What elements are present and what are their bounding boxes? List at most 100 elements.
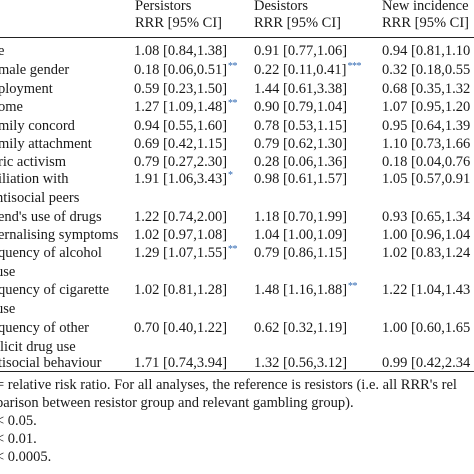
- cell-persistors: 0.70 [0.40,1.22]: [134, 320, 227, 337]
- cell-persistors: 1.02 [0.97,1.08]: [134, 227, 227, 244]
- rrr-value: 1.08 [0.84,1.38]: [134, 43, 228, 59]
- rrr-value: 1.07 [0.95,1.20: [382, 99, 471, 115]
- rrr-value: 1.02 [0.97,1.08]: [134, 227, 228, 243]
- cell-new-incidence: 0.99 [0.42,2.34: [382, 355, 470, 372]
- rrr-value: 1.27 [1.09,1.48]: [134, 99, 228, 115]
- rrr-value: 0.70 [0.40,1.22]: [134, 320, 228, 336]
- cell-desistors: 0.91 [0.77,1.06]: [254, 43, 347, 60]
- rrr-value: 0.28 [0.06,1.36]: [254, 154, 348, 170]
- cell-new-incidence: 0.93 [0.65,1.34: [382, 209, 470, 226]
- cell-new-incidence: 0.18 [0.04,0.76: [382, 154, 470, 171]
- rrr-value: 1.32 [0.56,3.12]: [254, 355, 348, 371]
- significance-marker: **: [228, 61, 238, 72]
- column-header-persistors: Persistors RRR [95% CI]: [135, 0, 222, 32]
- rrr-value: 1.48 [1.16,1.88]: [254, 282, 348, 298]
- rrr-value: 0.62 [0.32,1.19]: [254, 320, 348, 336]
- rrr-value: 0.90 [0.79,1.04]: [254, 99, 348, 115]
- row-label: quency of other: [0, 320, 89, 336]
- footnote-p-05: < 0.05.: [0, 413, 37, 429]
- rrr-value: 0.93 [0.65,1.34: [382, 209, 471, 225]
- cell-new-incidence: 1.00 [0.60,1.65: [382, 320, 470, 337]
- rrr-value: 0.79 [0.86,1.15]: [254, 245, 348, 261]
- column-header-desistors: Desistors RRR [95% CI]: [254, 0, 341, 32]
- rrr-value: 0.79 [0.62,1.30]: [254, 136, 348, 152]
- rrr-value: 1.04 [1.00,1.09]: [254, 227, 348, 243]
- cell-persistors: 1.02 [0.81,1.28]: [134, 282, 227, 299]
- rrr-value: 0.78 [0.53,1.15]: [254, 118, 348, 134]
- cell-persistors: 1.22 [0.74,2.00]: [134, 209, 227, 226]
- cell-persistors: 1.08 [0.84,1.38]: [134, 43, 227, 60]
- significance-marker: **: [348, 281, 358, 292]
- cell-new-incidence: 1.07 [0.95,1.20: [382, 99, 470, 116]
- column-title: New incidence: [382, 0, 469, 14]
- row-label: end's use of drugs: [0, 209, 102, 225]
- rrr-value: 0.98 [0.61,1.57]: [254, 171, 348, 187]
- footnote-comparison: parison between resistor group and relev…: [0, 395, 354, 411]
- column-subtitle: RRR [95% CI]: [382, 15, 469, 31]
- row-label: use: [0, 301, 16, 317]
- rrr-value: 1.00 [0.96,1.04: [382, 227, 471, 243]
- rrr-value: 1.05 [0.57,0.91: [382, 171, 471, 187]
- significance-marker: **: [228, 98, 238, 109]
- cell-desistors: 1.48 [1.16,1.88]**: [254, 281, 358, 300]
- cell-persistors: 0.79 [0.27,2.30]: [134, 154, 227, 171]
- column-header-new-incidence: New incidence RRR [95% CI]: [382, 0, 469, 32]
- row-label: male gender: [0, 62, 70, 78]
- cell-desistors: 1.04 [1.00,1.09]: [254, 227, 347, 244]
- cell-desistors: 1.32 [0.56,3.12]: [254, 355, 347, 372]
- cell-persistors: 0.94 [0.55,1.60]: [134, 118, 227, 135]
- row-label: mily attachment: [0, 136, 92, 152]
- rrr-value: 1.22 [0.74,2.00]: [134, 209, 228, 225]
- rrr-value: 1.22 [1.04,1.43: [382, 282, 471, 298]
- row-label: llicit drug use: [0, 339, 76, 355]
- row-label: use: [0, 264, 16, 280]
- header-rule: [0, 37, 474, 38]
- significance-marker: *: [228, 170, 233, 181]
- cell-new-incidence: 0.68 [0.35,1.32: [382, 81, 470, 98]
- row-label: iliation with: [0, 171, 69, 187]
- cell-desistors: 0.79 [0.62,1.30]: [254, 136, 347, 153]
- cell-desistors: 0.22 [0.11,0.41]***: [254, 61, 361, 80]
- rrr-value: 1.91 [1.06,3.43]: [134, 171, 228, 187]
- cell-desistors: 1.44 [0.61,3.38]: [254, 81, 347, 98]
- column-title: Persistors: [135, 0, 192, 14]
- row-label: ntisocial peers: [0, 190, 80, 206]
- cell-new-incidence: 1.10 [0.73,1.66: [382, 136, 470, 153]
- cell-persistors: 1.71 [0.74,3.94]: [134, 355, 227, 372]
- significance-marker: **: [228, 244, 238, 255]
- cell-desistors: 1.18 [0.70,1.99]: [254, 209, 347, 226]
- table-bottom-rule: [0, 371, 474, 372]
- cell-persistors: 0.69 [0.42,1.15]: [134, 136, 227, 153]
- cell-new-incidence: 1.05 [0.57,0.91: [382, 171, 470, 188]
- footnote-rrr: = relative risk ratio. For all analyses,…: [0, 377, 457, 393]
- cell-desistors: 0.78 [0.53,1.15]: [254, 118, 347, 135]
- cell-desistors: 0.90 [0.79,1.04]: [254, 99, 347, 116]
- cell-persistors: 1.29 [1.07,1.55]**: [134, 244, 238, 263]
- cell-desistors: 0.79 [0.86,1.15]: [254, 245, 347, 262]
- rrr-value: 1.02 [0.83,1.24: [382, 245, 471, 261]
- cell-new-incidence: 0.94 [0.81,1.10: [382, 43, 470, 60]
- footnote-p-0005: < 0.0005.: [0, 449, 52, 465]
- cell-persistors: 0.18 [0.06,0.51]**: [134, 61, 238, 80]
- row-label: ric activism: [0, 154, 67, 170]
- rrr-value: 1.71 [0.74,3.94]: [134, 355, 228, 371]
- cell-new-incidence: 1.22 [1.04,1.43: [382, 282, 470, 299]
- row-label: e: [0, 43, 5, 59]
- cell-new-incidence: 1.02 [0.83,1.24: [382, 245, 470, 262]
- rrr-value: 0.99 [0.42,2.34: [382, 355, 471, 371]
- rrr-value: 1.00 [0.60,1.65: [382, 320, 471, 336]
- cell-desistors: 0.28 [0.06,1.36]: [254, 154, 347, 171]
- cell-new-incidence: 0.95 [0.64,1.39: [382, 118, 470, 135]
- footnote-p-01: < 0.01.: [0, 431, 37, 447]
- rrr-value: 0.94 [0.81,1.10: [382, 43, 471, 59]
- rrr-value: 0.68 [0.35,1.32: [382, 81, 471, 97]
- cell-persistors: 1.91 [1.06,3.43]*: [134, 170, 233, 189]
- cell-desistors: 0.62 [0.32,1.19]: [254, 320, 347, 337]
- cell-persistors: 0.59 [0.23,1.50]: [134, 81, 227, 98]
- rrr-value: 0.94 [0.55,1.60]: [134, 118, 228, 134]
- rrr-value: 0.18 [0.06,0.51]: [134, 62, 228, 78]
- rrr-value: 1.10 [0.73,1.66: [382, 136, 471, 152]
- row-label: ernalising symptoms: [0, 227, 119, 243]
- rrr-value: 1.29 [1.07,1.55]: [134, 245, 228, 261]
